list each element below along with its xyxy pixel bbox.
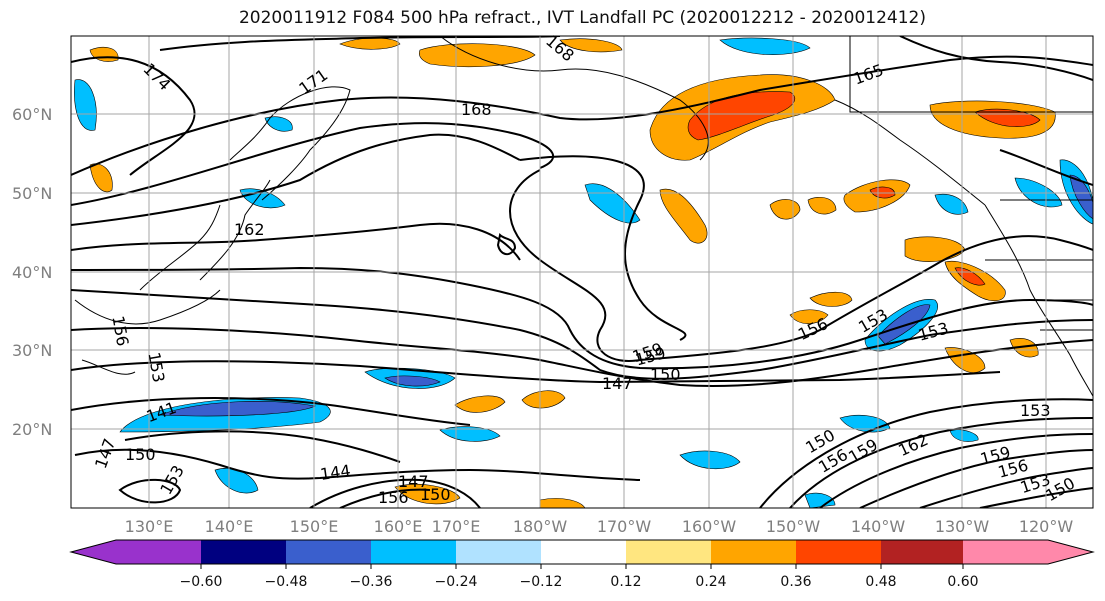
colorbar-segment	[201, 540, 287, 564]
lon-label: 170°E	[432, 517, 481, 536]
lon-label: 140°W	[851, 517, 906, 536]
colorbar-segment	[541, 540, 627, 564]
lon-label: 140°E	[205, 517, 254, 536]
lon-label: 150°W	[766, 517, 821, 536]
colorbar-segment	[796, 540, 882, 564]
lat-label: 40°N	[12, 263, 52, 282]
colorbar-segment	[116, 540, 202, 564]
lat-label: 60°N	[12, 105, 52, 124]
map-frame	[70, 35, 1094, 509]
colorbar-segment	[286, 540, 372, 564]
colorbar-segment	[881, 540, 967, 564]
colorbar-outline	[69, 539, 1095, 565]
contour-label: 168	[461, 100, 492, 119]
colorbar-max-arrow	[1048, 540, 1093, 564]
figure-title: 2020011912 F084 500 hPa refract., IVT La…	[238, 8, 926, 28]
contour-label: 156	[378, 488, 409, 507]
colorbar-label: 0.60	[947, 574, 978, 590]
contour-label: 150	[420, 485, 451, 504]
lon-label: 130°E	[125, 517, 174, 536]
lon-label: 180°W	[513, 517, 568, 536]
colorbar-label: −0.48	[265, 574, 308, 590]
lon-label: 130°W	[935, 517, 990, 536]
colorbar-segment	[626, 540, 712, 564]
colorbar-segment	[711, 540, 797, 564]
contour-label: 153	[1020, 401, 1051, 420]
coastlines	[74, 36, 1093, 398]
colorbar-segment	[456, 540, 542, 564]
colorbar-label: −0.60	[180, 574, 223, 590]
lon-label: 150°E	[290, 517, 339, 536]
gridlines	[71, 36, 1093, 508]
longitude-labels: 130°E 140°E 150°E 160°E 170°E 180°W 170°…	[125, 517, 1074, 536]
colorbar-label: 0.48	[865, 574, 896, 590]
height-contours	[71, 36, 1093, 508]
contour-label: 144	[319, 461, 352, 484]
shading-layer	[74, 37, 1093, 508]
colorbar-min-arrow	[71, 540, 117, 564]
lat-label: 20°N	[12, 420, 52, 439]
contour-label: 150	[650, 365, 681, 384]
contour-label: 147	[398, 472, 429, 491]
lat-label: 30°N	[12, 341, 52, 360]
contour-label: 147	[602, 374, 633, 393]
lon-label: 160°W	[682, 517, 737, 536]
latitude-labels: 60°N 50°N 40°N 30°N 20°N	[12, 105, 52, 439]
colorbar-label: −0.24	[435, 574, 478, 590]
lat-label: 50°N	[12, 184, 52, 203]
colorbar-segment	[371, 540, 457, 564]
contour-label: 162	[234, 220, 265, 239]
colorbar-ticks	[200, 564, 964, 569]
colorbar-label: 0.36	[780, 574, 811, 590]
colorbar: −0.60 −0.48 −0.36 −0.24 −0.12 0.12 0.24 …	[69, 539, 1095, 590]
lon-label: 170°W	[597, 517, 652, 536]
colorbar-label: −0.36	[350, 574, 393, 590]
lon-label: 160°E	[374, 517, 423, 536]
colorbar-label: 0.12	[610, 574, 641, 590]
lon-label: 120°W	[1019, 517, 1074, 536]
colorbar-label: 0.24	[695, 574, 726, 590]
contour-label: 150	[125, 445, 156, 464]
colorbar-label: −0.12	[520, 574, 563, 590]
colorbar-segment	[963, 540, 1049, 564]
